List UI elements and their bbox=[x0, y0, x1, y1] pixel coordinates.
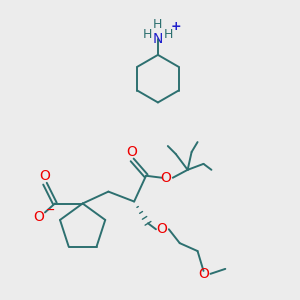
Text: H: H bbox=[142, 28, 152, 40]
Text: H: H bbox=[153, 18, 163, 31]
Text: O: O bbox=[157, 222, 167, 236]
Text: O: O bbox=[160, 171, 171, 185]
Text: −: − bbox=[46, 204, 56, 214]
Text: H: H bbox=[164, 28, 173, 40]
Text: O: O bbox=[40, 169, 50, 183]
Text: O: O bbox=[127, 145, 138, 159]
Text: +: + bbox=[170, 20, 181, 33]
Text: O: O bbox=[34, 210, 44, 224]
Text: N: N bbox=[153, 32, 163, 46]
Text: O: O bbox=[198, 267, 209, 281]
